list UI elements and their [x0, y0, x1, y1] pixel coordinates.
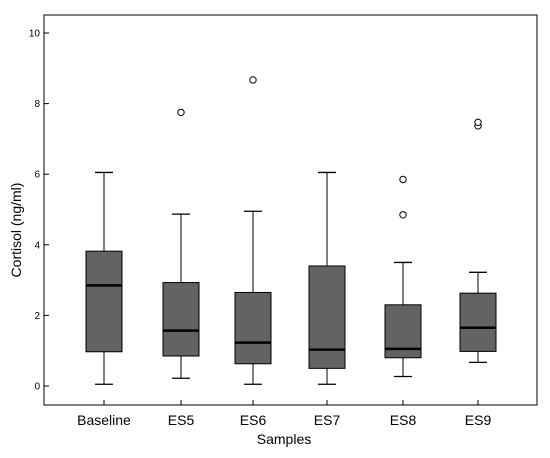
y-axis-title: Cortisol (ng/ml)	[8, 183, 24, 278]
box-group	[384, 175, 422, 378]
y-tick-label: 2	[34, 311, 40, 322]
iqr-box	[459, 292, 497, 352]
x-tick-label: ES6	[240, 412, 267, 428]
iqr-box	[308, 265, 346, 369]
y-tick-label: 4	[34, 240, 40, 251]
x-tick-label: ES8	[390, 412, 417, 428]
box-group	[234, 76, 272, 385]
outlier-point	[399, 175, 407, 184]
box-group	[459, 118, 497, 363]
y-axis: 0 2 4 6 8 10	[29, 29, 49, 393]
y-tick-label: 0	[34, 382, 40, 393]
outlier-point	[399, 211, 407, 219]
y-tick-label: 10	[29, 29, 41, 40]
x-tick-label: ES7	[314, 412, 341, 428]
outlier-point	[474, 118, 482, 127]
box-group	[162, 108, 200, 379]
plot-area	[85, 76, 497, 385]
x-tick-label: ES9	[465, 412, 492, 428]
outlier-point	[177, 108, 185, 117]
x-tick-label: ES5	[168, 412, 195, 428]
outlier-point	[249, 76, 257, 84]
x-tick-label: Baseline	[77, 412, 131, 428]
box-group	[85, 171, 123, 385]
y-tick-label: 8	[34, 99, 40, 110]
iqr-box	[234, 291, 272, 365]
x-axis: Baseline ES5 ES6 ES7 ES8 ES9	[77, 400, 491, 428]
y-tick-label: 6	[34, 170, 40, 181]
box-group	[308, 171, 346, 385]
iqr-box	[162, 282, 200, 357]
plot-frame	[43, 14, 538, 406]
iqr-box	[85, 250, 123, 353]
x-axis-title: Samples	[257, 431, 311, 447]
